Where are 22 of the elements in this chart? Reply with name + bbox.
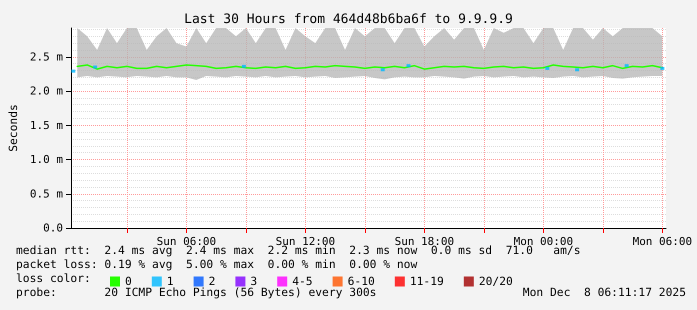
legend-label: 4-5 [292,275,313,288]
y-tick-label: 0.0 [43,222,64,234]
y-tick-label: 1.0 m [30,153,64,166]
x-tick-label: Mon 06:00 [632,235,692,248]
text: probe: 20 ICMP Echo Pings (56 Bytes) every 300s [16,286,376,299]
legend-label: 1 [166,275,174,288]
legend-label: 6-10 [348,275,376,288]
y-axis-title: Seconds [7,104,20,152]
legend-label: 11-19 [410,275,444,288]
y-tick-label: 2.0 m [30,84,64,98]
text: packet loss: 0.19 % avg 5.00 % max 0.00 % min 0.00 % now [16,258,418,271]
legend-label: 2 [208,275,216,288]
y-tick-label: 1.5 m [30,118,64,132]
text: Mon Dec 8 06:11:17 2025 [522,286,686,299]
text: median rtt: 2.4 ms avg 2.4 ms max 2.2 ms min 2.3 ms now 0.0 ms sd 71.0 am/s [16,244,581,257]
y-tick-label: 2.5 m [30,50,64,64]
chart-title: Last 30 Hours from 464d48b6ba6f to 9.9.9.9 [184,12,513,27]
legend-title: loss color: [16,272,91,285]
y-tick-label: 0.5 m [30,187,64,200]
legend-label: 3 [250,275,258,288]
legend-label: 20/20 [478,275,514,288]
legend-label: 0 [125,275,132,288]
